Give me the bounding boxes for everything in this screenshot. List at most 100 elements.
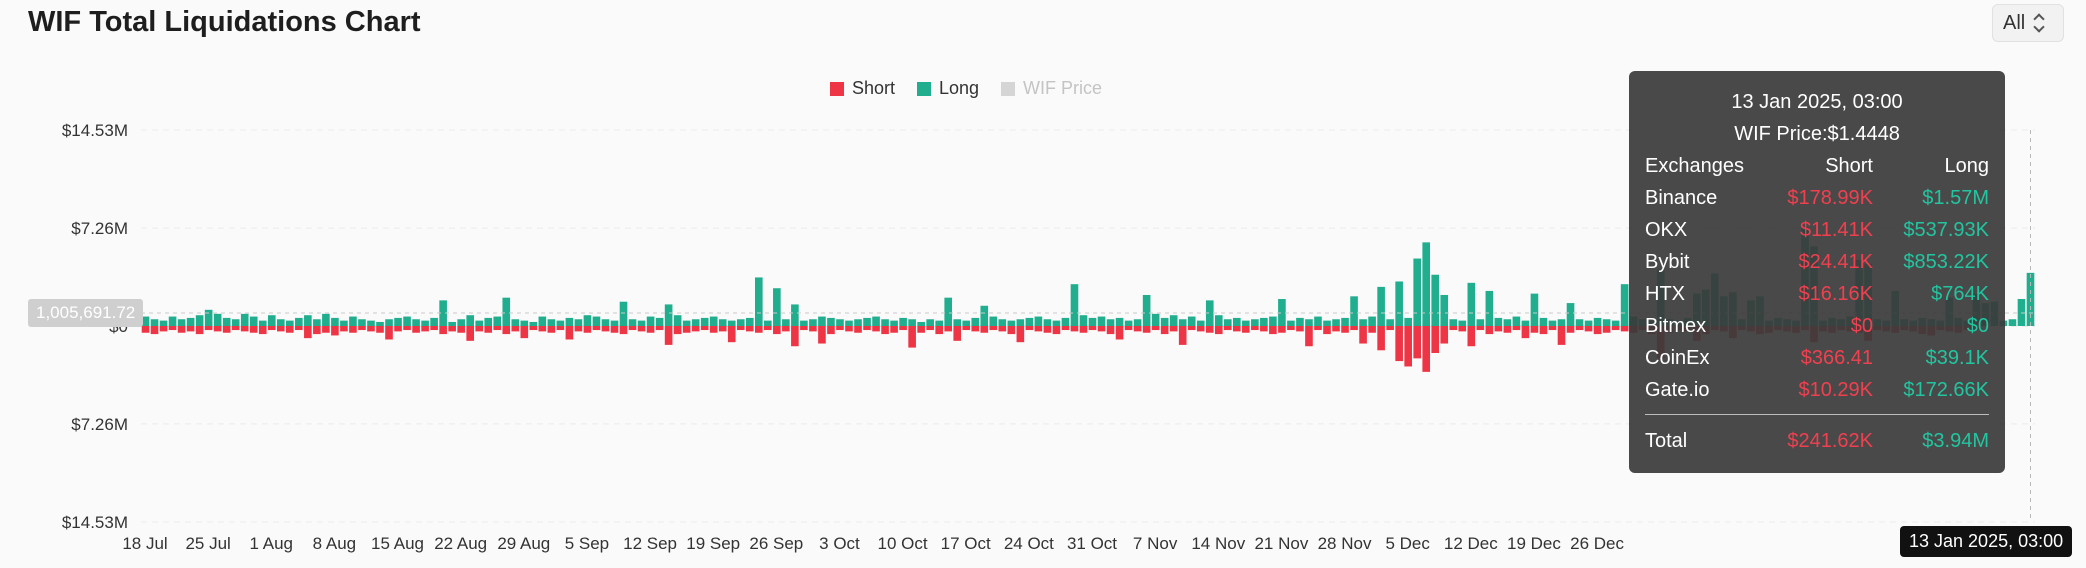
crosshair-y-label: 1,005,691.72 <box>28 299 144 327</box>
long-bar <box>1196 320 1205 326</box>
short-bar <box>1530 326 1539 333</box>
long-bar <box>204 309 213 326</box>
short-bar <box>168 326 177 331</box>
short-bar <box>565 326 574 340</box>
short-bar <box>276 326 285 332</box>
long-bar <box>971 317 980 326</box>
short-bar <box>367 326 375 332</box>
short-bar <box>1187 326 1196 331</box>
short-bar <box>1242 326 1250 333</box>
tooltip-exchange: Bitmex <box>1645 315 1707 337</box>
long-bar <box>286 320 294 326</box>
long-bar <box>1305 319 1313 326</box>
short-bar <box>764 326 772 331</box>
y-tick-label: $7.26M <box>71 219 128 238</box>
tooltip-exchange: Bybit <box>1645 251 1690 273</box>
short-bar <box>403 326 411 331</box>
range-select[interactable]: All <box>1992 4 2064 42</box>
short-bar <box>1593 326 1602 335</box>
short-bar <box>619 326 628 335</box>
short-bar <box>475 326 484 332</box>
short-bar <box>1178 326 1187 345</box>
short-bar <box>1070 326 1079 332</box>
legend-item-price[interactable]: WIF Price <box>1001 78 1102 99</box>
long-bar <box>637 320 646 326</box>
short-bar <box>267 326 276 331</box>
short-bar <box>1422 326 1431 372</box>
short-bar <box>736 326 745 331</box>
long-bar <box>367 320 375 326</box>
long-bar <box>1323 320 1331 326</box>
long-bar <box>881 319 889 326</box>
long-bar <box>764 320 772 326</box>
legend-swatch-long <box>916 81 931 96</box>
long-bar <box>1043 319 1052 326</box>
short-bar <box>439 326 447 335</box>
chart-tooltip: 13 Jan 2025, 03:00 WIF Price:$1.4448 Exc… <box>1629 71 2005 473</box>
long-bar <box>376 321 384 326</box>
short-bar <box>800 326 808 331</box>
long-bar <box>583 315 592 326</box>
short-bar <box>322 326 330 333</box>
short-bar <box>682 326 691 333</box>
range-select-value: All <box>2003 11 2026 34</box>
short-bar <box>1169 326 1178 332</box>
x-tick-label: 5 Dec <box>1385 534 1430 553</box>
long-bar <box>827 317 835 326</box>
long-bar <box>565 317 574 326</box>
long-bar <box>791 304 799 326</box>
long-bar <box>1133 319 1142 326</box>
legend-item-short[interactable]: Short <box>829 78 895 99</box>
short-bar <box>295 326 303 331</box>
x-tick-label: 22 Aug <box>434 534 487 553</box>
long-bar <box>1404 317 1412 326</box>
long-bar <box>1467 282 1476 326</box>
long-bar <box>1151 313 1160 326</box>
short-bar <box>1368 326 1376 333</box>
short-bar <box>484 326 493 333</box>
long-bar <box>412 319 420 326</box>
long-bar <box>430 317 438 326</box>
long-bar <box>1007 320 1016 326</box>
tooltip-divider <box>1645 414 1989 415</box>
long-bar <box>1422 242 1431 326</box>
long-bar <box>1440 294 1449 326</box>
x-tick-label: 19 Dec <box>1507 534 1561 553</box>
short-bar <box>1539 326 1548 335</box>
long-bar <box>457 319 465 326</box>
short-bar <box>980 326 989 333</box>
long-bar <box>159 320 168 326</box>
long-bar <box>538 316 547 326</box>
short-bar <box>1151 326 1160 331</box>
long-bar <box>845 320 853 326</box>
long-bar <box>394 317 402 326</box>
short-bar <box>1043 326 1052 333</box>
tooltip-exchange: HTX <box>1645 283 1685 305</box>
x-tick-label: 18 Jul <box>122 534 167 553</box>
tooltip-long-value: $39.1K <box>1925 347 1989 369</box>
long-bar <box>1377 286 1385 326</box>
short-bar <box>1260 326 1268 332</box>
long-bar <box>1341 317 1349 326</box>
long-bar <box>1223 319 1232 326</box>
long-bar <box>493 316 502 326</box>
long-bar <box>872 316 880 326</box>
short-bar <box>601 326 610 332</box>
long-bar <box>1512 316 1521 326</box>
x-tick-label: 29 Aug <box>497 534 550 553</box>
legend-item-long[interactable]: Long <box>916 78 979 99</box>
short-bar <box>457 326 465 333</box>
short-bar <box>646 326 655 333</box>
short-bar <box>1467 326 1476 347</box>
long-bar <box>1368 316 1376 326</box>
x-tick-label: 17 Oct <box>941 534 991 553</box>
x-tick-label: 8 Aug <box>313 534 357 553</box>
short-bar <box>1160 326 1169 335</box>
tooltip-row: Bitmex $0 $0 <box>1645 315 1989 341</box>
tooltip-row: CoinEx $366.41 $39.1K <box>1645 347 1989 373</box>
short-bar <box>1503 326 1512 333</box>
long-bar <box>592 316 601 326</box>
long-bar <box>168 316 177 326</box>
long-bar <box>1079 315 1088 326</box>
long-bar <box>240 313 249 326</box>
